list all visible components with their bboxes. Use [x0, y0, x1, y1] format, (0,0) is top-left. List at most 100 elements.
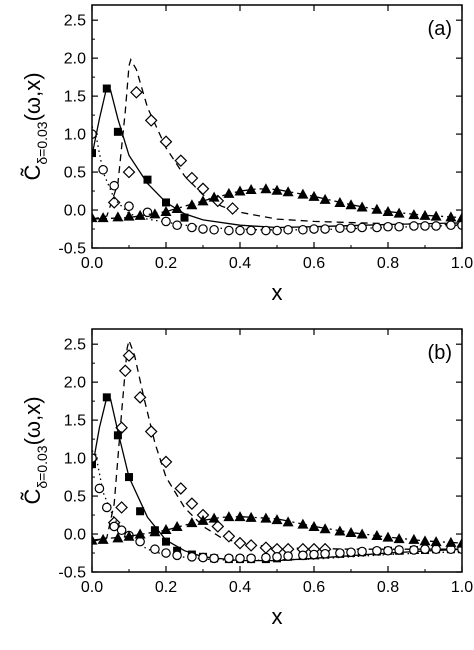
data-point-triangle [123, 210, 135, 221]
data-point-square [92, 460, 96, 469]
data-point-circle [394, 545, 404, 555]
y-axis-label-sub: δ=0.03 [34, 121, 50, 164]
data-point-diamond [259, 541, 273, 555]
data-point-circle [261, 225, 271, 236]
x-tick-label: 0.0 [81, 255, 103, 272]
data-point-diamond [222, 529, 236, 543]
data-point-triangle [445, 536, 457, 547]
y-tick-label: 1.5 [64, 89, 86, 106]
data-point-circle [172, 550, 182, 561]
data-point-circle [372, 222, 382, 233]
data-point-triangle [134, 528, 146, 539]
data-point-circle [272, 552, 282, 562]
y-tick-label: 2.0 [64, 51, 86, 68]
data-point-triangle [408, 209, 420, 220]
data-point-diamond [185, 171, 199, 185]
series-line-dash-dot [92, 515, 462, 544]
data-point-diamond [130, 85, 143, 99]
data-point-circle [283, 224, 293, 235]
data-point-diamond [133, 390, 147, 404]
data-point-circle [446, 220, 456, 231]
data-point-circle [409, 221, 419, 231]
x-tick-label: 0.2 [155, 579, 177, 596]
data-point-circle [335, 548, 345, 558]
data-point-triangle [149, 208, 161, 219]
data-point-circle [309, 549, 319, 560]
series-filled-square [92, 84, 462, 229]
data-point-triangle [160, 206, 172, 217]
data-point-circle [198, 224, 208, 234]
data-point-circle [420, 221, 430, 231]
y-tick-label: -0.5 [58, 565, 86, 582]
data-point-triangle [382, 531, 394, 542]
data-point-triangle [97, 212, 109, 223]
data-point-circle [298, 550, 308, 561]
data-point-square [180, 213, 189, 222]
data-point-diamond [196, 182, 210, 196]
data-point-circle [320, 224, 330, 234]
y-tick-label: 0.0 [64, 203, 86, 220]
data-point-circle [209, 553, 219, 564]
data-point-circle [420, 544, 430, 555]
data-point-triangle [97, 533, 109, 544]
x-tick-label: 0.6 [303, 579, 325, 596]
data-point-circle [98, 164, 108, 175]
data-point-triangle [260, 183, 272, 194]
data-point-triangle [419, 535, 431, 546]
data-point-triangle [419, 209, 431, 220]
data-point-triangle [319, 193, 331, 204]
x-tick-label: 0.8 [377, 255, 399, 272]
panel-b: 0.0 0.2 0.4 0.6 0.8 1.0-0.50.00.51.01.52.02.5… [20, 328, 473, 629]
data-point-triangle [456, 537, 462, 548]
x-tick-label: 0.0 [81, 579, 103, 596]
data-point-triangle [282, 516, 294, 527]
data-point-triangle [356, 201, 368, 212]
data-point-triangle [334, 196, 346, 207]
data-point-triangle [408, 533, 420, 544]
x-tick-label: 1.0 [451, 579, 473, 596]
data-point-triangle [456, 212, 462, 223]
data-point-circle [224, 225, 234, 236]
data-point-square [125, 473, 133, 482]
data-point-triangle [186, 517, 198, 528]
data-point-triangle [112, 211, 124, 222]
data-point-circle [431, 221, 441, 231]
panel-a: 0.0 0.2 0.4 0.6 0.8 1.0-0.50.00.51.01.52.02.5… [20, 4, 473, 305]
data-point-circle [109, 521, 119, 532]
y-axis-label-main: C̃ [20, 489, 45, 505]
data-point-triangle [393, 533, 405, 544]
y-tick-label: 0.5 [64, 489, 86, 506]
data-point-triangle [319, 523, 331, 534]
y-tick-label: 1.0 [64, 451, 86, 468]
data-point-diamond [122, 165, 136, 179]
data-point-square [92, 149, 96, 158]
plot-frame [91, 328, 463, 573]
data-point-diamond [174, 154, 188, 168]
series-line-solid [92, 85, 462, 229]
y-axis-label-main: C̃ [20, 165, 45, 181]
data-point-diamond [174, 482, 188, 495]
data-point-triangle [382, 206, 394, 217]
data-point-triangle [430, 536, 442, 547]
data-point-triangle [171, 520, 183, 531]
data-point-triangle [308, 190, 320, 201]
data-point-triangle [297, 188, 309, 199]
data-point-triangle [356, 528, 368, 539]
data-point-circle [198, 552, 208, 563]
x-axis-label: x [272, 604, 283, 629]
data-point-circle [209, 224, 219, 235]
x-tick-label: 0.4 [229, 579, 251, 596]
data-point-triangle [92, 212, 98, 223]
data-point-diamond [211, 520, 225, 533]
y-tick-label: 2.5 [64, 337, 86, 354]
x-tick-label: 0.8 [377, 579, 399, 596]
data-point-triangle [197, 514, 209, 525]
x-tick-label: 1.0 [451, 255, 473, 272]
data-point-triangle [245, 184, 257, 195]
data-point-triangle [208, 191, 220, 202]
data-point-circle [357, 546, 367, 557]
data-point-square [113, 431, 122, 440]
y-axis-label: C̃δ=0.03(ω,x) [20, 396, 50, 504]
